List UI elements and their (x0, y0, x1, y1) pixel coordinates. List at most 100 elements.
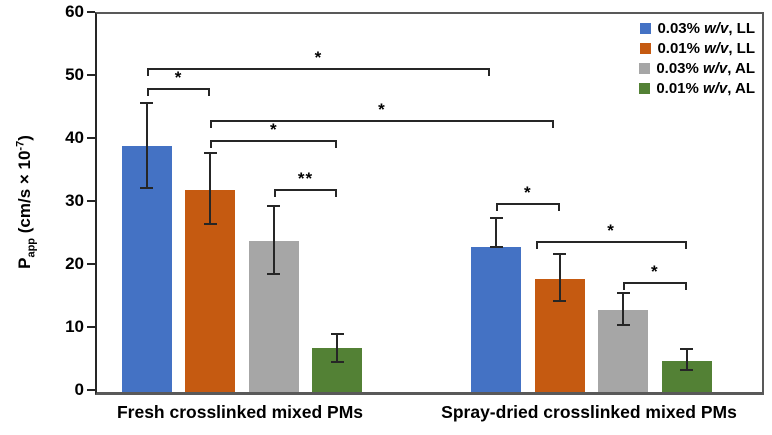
error-bar-cap-bottom-s2-g1 (616, 324, 630, 327)
legend-swatch-green-icon (639, 83, 651, 94)
error-bar-line-s2-g0 (272, 205, 275, 275)
y-tick-mark-20 (87, 263, 95, 265)
y-tick-label-60: 60 (65, 2, 84, 21)
error-bar-cap-bottom-s0-g1 (489, 246, 503, 249)
legend: 0.03% w/v, LL 0.01% w/v, LL 0.03% w/v, A… (639, 20, 755, 97)
significance-bracket-2 (210, 120, 554, 123)
significance-bracket-1 (146, 87, 211, 90)
error-bar-line-s0-g0 (145, 103, 148, 188)
legend-label-wv: w/v (703, 60, 728, 77)
legend-label-post: , AL (727, 60, 755, 77)
y-tick-label-30: 30 (65, 191, 84, 210)
legend-label: 0.01% w/v, AL (656, 80, 755, 97)
error-bar-cap-bottom-s1-g1 (553, 299, 566, 302)
significance-bracket-6 (535, 241, 687, 244)
significance-bracket-end-left-0 (146, 67, 149, 76)
error-bar-cap-bottom-s3-g0 (330, 360, 344, 363)
significance-label-1: * (174, 67, 183, 87)
significance-bracket-end-right-3 (335, 140, 338, 149)
legend-label-wv: w/v (704, 20, 729, 37)
significance-label-2: * (378, 100, 386, 120)
error-bar-line-s1-g0 (209, 153, 212, 225)
significance-bracket-end-right-0 (488, 67, 490, 76)
significance-bracket-end-left-3 (210, 140, 213, 149)
y-axis-title-subscript: app (25, 237, 38, 258)
y-axis-title-exponent: -7 (14, 140, 27, 151)
error-bar-line-s0-g1 (495, 218, 497, 248)
y-tick-label-0: 0 (74, 380, 84, 399)
significance-label-6: * (607, 221, 615, 241)
y-axis-title-main: P (15, 257, 35, 269)
y-tick-label-10: 10 (65, 317, 84, 336)
y-tick-label-20: 20 (65, 254, 84, 273)
error-bar-cap-top-s2-g0 (267, 204, 281, 207)
legend-label-post: , AL (727, 80, 755, 97)
significance-bracket-end-right-1 (208, 87, 211, 96)
y-tick-mark-0 (87, 389, 95, 391)
legend-label-wv: w/v (703, 80, 728, 97)
significance-label-7: * (650, 262, 659, 281)
error-bar-cap-top-s0-g0 (140, 102, 154, 105)
y-axis-title: Papp (cm/s × 10-7) (14, 135, 37, 269)
error-bar-cap-bottom-s3-g1 (680, 368, 693, 371)
legend-label-pre: 0.01% (656, 80, 704, 97)
y-tick-mark-50 (87, 74, 95, 76)
error-bar-line-s1-g1 (558, 254, 561, 301)
y-tick-mark-60 (87, 11, 95, 13)
significance-bracket-3 (210, 140, 338, 143)
x-category-label-spray-dried: Spray-dried crosslinked mixed PMs (441, 402, 737, 422)
legend-label-post: , LL (728, 20, 755, 37)
error-bar-cap-top-s0-g1 (489, 217, 503, 220)
legend-item-003-al: 0.03% w/v, AL (639, 60, 755, 77)
legend-label-pre: 0.03% (657, 20, 705, 37)
legend-item-001-ll: 0.01% w/v, LL (640, 40, 755, 57)
legend-swatch-gray-icon (639, 63, 651, 74)
y-tick-mark-30 (87, 200, 95, 202)
legend-swatch-blue-icon (640, 23, 652, 34)
significance-label-4: ** (297, 169, 314, 189)
legend-label-pre: 0.01% (657, 40, 705, 57)
significance-bracket-end-right-6 (684, 241, 687, 250)
error-bar-cap-top-s3-g0 (330, 333, 344, 336)
significance-bracket-5 (496, 203, 560, 206)
legend-label: 0.03% w/v, AL (656, 60, 755, 77)
legend-item-003-ll: 0.03% w/v, LL (640, 20, 755, 37)
x-category-label-fresh: Fresh crosslinked mixed PMs (116, 402, 364, 422)
significance-bracket-end-right-5 (557, 203, 560, 212)
legend-label: 0.01% w/v, LL (657, 40, 755, 57)
legend-label-pre: 0.03% (656, 60, 704, 77)
significance-bracket-end-right-2 (551, 120, 554, 129)
error-bar-cap-top-s2-g1 (616, 292, 630, 295)
significance-bracket-7 (623, 282, 687, 284)
significance-bracket-0 (146, 67, 490, 70)
significance-bracket-end-right-4 (335, 189, 338, 198)
significance-bracket-4 (273, 189, 338, 192)
significance-bracket-end-left-7 (623, 282, 625, 290)
error-bar-line-s3-g1 (685, 348, 688, 370)
error-bar-cap-top-s1-g1 (553, 253, 566, 256)
significance-bracket-end-left-5 (496, 203, 498, 212)
legend-label-post: , LL (728, 40, 755, 57)
error-bar-cap-top-s1-g0 (203, 152, 217, 155)
legend-label: 0.03% w/v, LL (657, 20, 755, 37)
error-bar-line-s2-g1 (622, 293, 624, 326)
error-bar-cap-bottom-s1-g0 (203, 223, 217, 226)
y-tick-label-50: 50 (65, 65, 84, 84)
error-bar-line-s3-g0 (336, 334, 339, 362)
significance-bracket-end-right-7 (684, 282, 687, 290)
significance-bracket-end-left-1 (146, 87, 149, 96)
error-bar-cap-top-s3-g1 (680, 347, 693, 350)
y-axis-title-units: (cm/s × 10 (15, 150, 35, 238)
y-tick-label-40: 40 (65, 128, 84, 147)
significance-bracket-end-left-2 (210, 120, 213, 129)
legend-label-wv: w/v (704, 40, 729, 57)
plot-area: * * * * ** * * * (95, 12, 764, 395)
y-tick-mark-40 (87, 137, 95, 139)
error-bar-cap-bottom-s2-g0 (267, 273, 281, 276)
error-bar-cap-bottom-s0-g0 (140, 186, 154, 189)
significance-bracket-end-left-6 (535, 241, 538, 250)
legend-swatch-orange-icon (640, 43, 652, 54)
significance-label-0: * (314, 47, 323, 67)
legend-item-001-al: 0.01% w/v, AL (639, 80, 755, 97)
